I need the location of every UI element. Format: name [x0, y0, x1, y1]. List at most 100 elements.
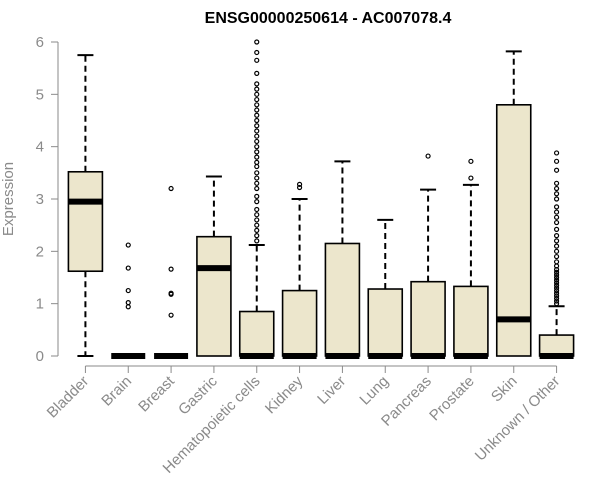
outlier-point — [553, 214, 560, 220]
outlier-point — [254, 133, 260, 139]
outlier-point — [553, 274, 560, 281]
outlier-point — [168, 290, 174, 296]
y-tick-label: 6 — [36, 34, 44, 51]
outlier-point — [125, 242, 131, 248]
outlier-point — [254, 175, 260, 181]
outlier-point — [553, 280, 560, 286]
y-tick-label: 1 — [36, 296, 44, 313]
box-hematopoietic-cells — [238, 39, 275, 359]
outlier-point — [254, 57, 260, 63]
box-iqr — [281, 289, 318, 357]
outlier-point — [254, 39, 260, 45]
box-skin — [495, 50, 532, 357]
outlier-point — [553, 277, 560, 283]
x-tick-label: Bladder — [44, 373, 93, 422]
outlier-point — [553, 204, 560, 210]
outlier-point — [553, 295, 560, 302]
box-iqr — [495, 104, 532, 357]
outlier-point — [553, 209, 560, 215]
outlier-point — [468, 158, 474, 164]
outlier-point — [254, 123, 260, 129]
outlier-point — [553, 180, 560, 186]
y-tick-label: 5 — [36, 86, 44, 103]
box-gastric — [196, 175, 232, 357]
outlier-point — [254, 212, 260, 218]
outlier-point — [553, 185, 560, 192]
outlier-point — [168, 312, 174, 318]
outlier-point — [168, 185, 174, 192]
outlier-point — [125, 304, 131, 310]
y-axis: 0 1 2 3 4 5 6 — [36, 34, 59, 365]
outlier-point — [553, 285, 560, 291]
box-unknown-other — [538, 150, 575, 359]
x-tick-label: Breast — [135, 372, 178, 415]
x-tick-label: Kidney — [262, 372, 307, 417]
box-iqr — [324, 242, 361, 357]
outlier-point — [254, 163, 260, 170]
outlier-point — [254, 49, 260, 56]
box-kidney — [281, 181, 318, 359]
outlier-point — [254, 144, 260, 150]
outlier-point — [254, 91, 260, 97]
box-iqr — [367, 288, 404, 357]
x-tick-label: Lung — [356, 373, 392, 409]
outlier-point — [425, 153, 431, 159]
outlier-point — [553, 233, 560, 239]
outlier-point — [254, 70, 260, 77]
outlier-point — [553, 243, 560, 249]
box-iqr — [410, 280, 446, 357]
outlier-point — [254, 86, 260, 92]
y-tick-label: 4 — [36, 139, 44, 156]
outlier-point — [296, 184, 303, 191]
outlier-point — [553, 272, 560, 278]
box-liver — [324, 160, 361, 359]
outlier-point — [553, 287, 560, 294]
y-tick-label: 2 — [36, 243, 44, 260]
outlier-point — [553, 301, 560, 307]
outlier-point — [254, 227, 260, 233]
outlier-point — [254, 233, 260, 239]
outlier-point — [553, 226, 560, 232]
outlier-point — [553, 290, 560, 296]
outlier-point — [254, 185, 260, 192]
box-pancreas — [410, 153, 446, 359]
box-brain — [111, 242, 146, 359]
outlier-point — [553, 150, 560, 156]
outlier-point — [254, 206, 260, 213]
box-iqr — [453, 285, 489, 357]
outlier-point — [254, 170, 260, 176]
outlier-point — [553, 253, 560, 260]
outlier-point — [553, 269, 560, 275]
outlier-point — [254, 128, 260, 134]
outlier-point — [553, 196, 560, 202]
y-axis-label: Expression — [0, 162, 17, 236]
outlier-point — [553, 298, 560, 304]
outlier-point — [254, 107, 260, 113]
outlier-point — [254, 193, 260, 199]
x-tick-label: Liver — [314, 373, 349, 408]
x-tick-label: Skin — [488, 373, 521, 406]
outlier-point — [168, 266, 174, 272]
outlier-point — [254, 81, 260, 87]
outlier-point — [254, 180, 260, 186]
outlier-point — [468, 175, 474, 181]
outlier-point — [553, 167, 560, 173]
outlier-point — [125, 265, 131, 271]
outlier-point — [553, 238, 560, 244]
outlier-point — [254, 222, 260, 228]
outlier-point — [553, 248, 560, 254]
chart-title: ENSG00000250614 - AC007078.4 — [205, 10, 452, 27]
outlier-point — [254, 112, 260, 118]
outlier-point — [254, 96, 260, 103]
outlier-point — [553, 191, 560, 197]
x-tick-label: Prostate — [426, 373, 478, 425]
outlier-point — [254, 238, 260, 244]
outlier-point — [553, 282, 560, 288]
boxes-group — [67, 39, 575, 359]
outlier-point — [296, 181, 303, 187]
outlier-point — [254, 199, 260, 205]
outlier-point — [254, 138, 260, 145]
outlier-point — [125, 287, 131, 294]
